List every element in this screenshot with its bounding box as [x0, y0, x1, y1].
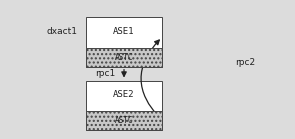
Text: ASTC: ASTC — [115, 53, 133, 62]
Text: dxact1: dxact1 — [46, 27, 77, 36]
Bar — [86, 17, 162, 67]
Text: rpc1: rpc1 — [95, 69, 115, 78]
Bar — [86, 48, 162, 67]
Bar — [86, 111, 162, 130]
Text: ASE1: ASE1 — [113, 27, 135, 36]
Bar — [86, 80, 162, 130]
Text: rpc2: rpc2 — [236, 58, 256, 67]
Text: ASTC: ASTC — [115, 116, 133, 125]
Text: ASE2: ASE2 — [113, 90, 135, 99]
